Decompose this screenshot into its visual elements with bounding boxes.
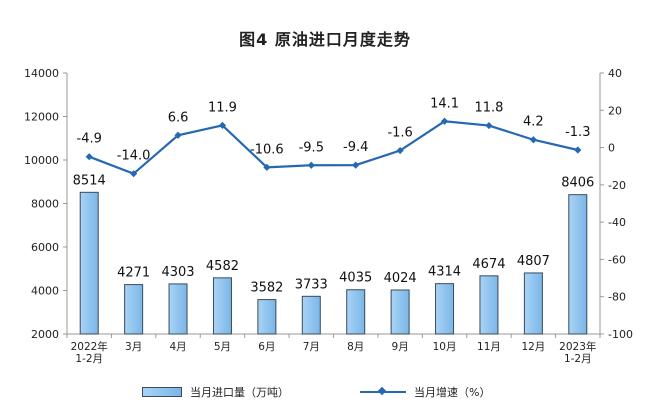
x-tick-label: 8月 bbox=[347, 341, 364, 353]
growth-value-label: -1.3 bbox=[565, 125, 590, 140]
growth-value-label: 11.9 bbox=[208, 100, 237, 115]
bar-value-label: 3582 bbox=[250, 281, 283, 296]
bar-value-label: 4314 bbox=[428, 265, 461, 280]
legend-line-label: 当月增速（%） bbox=[414, 386, 491, 399]
y-left-tick-label: 8000 bbox=[31, 198, 59, 211]
bar-value-label: 4024 bbox=[384, 271, 417, 286]
growth-value-label: -10.6 bbox=[250, 142, 284, 157]
bar-value-label: 4807 bbox=[517, 254, 550, 269]
x-tick-label: 3月 bbox=[125, 341, 142, 353]
growth-value-label: 14.1 bbox=[430, 96, 459, 111]
bar bbox=[124, 284, 144, 335]
growth-point-marker bbox=[85, 153, 93, 161]
bar bbox=[479, 275, 499, 335]
x-tick-label: 11月 bbox=[477, 341, 501, 353]
bar-series bbox=[79, 191, 588, 335]
bar bbox=[346, 289, 366, 335]
legend-line-swatch bbox=[360, 387, 406, 397]
axes-group: 2000 4000 6000 8000 10000 12000 14000 -100 -80 -6… bbox=[24, 67, 633, 365]
bar-value-label: 4035 bbox=[339, 271, 372, 286]
legend-bar-label: 当月进口量（万吨） bbox=[190, 386, 289, 399]
y-left-tick-label: 6000 bbox=[31, 241, 59, 254]
bar bbox=[435, 283, 455, 335]
growth-value-label: -9.5 bbox=[299, 140, 324, 155]
y-left-tick-label: 14000 bbox=[24, 67, 59, 80]
growth-value-label: 6.6 bbox=[168, 110, 189, 125]
growth-point-marker bbox=[485, 121, 493, 130]
growth-value-label: -4.9 bbox=[77, 132, 102, 147]
growth-line bbox=[88, 120, 579, 175]
x-tick-label: 1-2月 bbox=[75, 353, 103, 365]
y-right-tick-label: -40 bbox=[608, 216, 626, 229]
bar bbox=[212, 277, 232, 335]
growth-point-marker bbox=[130, 170, 138, 178]
growth-point-marker bbox=[218, 121, 227, 129]
x-tick-label: 9月 bbox=[392, 341, 409, 353]
bar bbox=[257, 299, 277, 335]
bar bbox=[390, 289, 410, 335]
bar-value-label: 8514 bbox=[73, 173, 106, 188]
line-series bbox=[85, 117, 582, 178]
legend-bar-swatch bbox=[142, 387, 182, 397]
y-left-tick-label: 2000 bbox=[31, 328, 59, 341]
y-right-tick-label: 0 bbox=[608, 142, 615, 155]
x-tick-label: 2023年 bbox=[559, 340, 596, 353]
y-right-tick-label: -60 bbox=[608, 253, 626, 266]
growth-value-label: -9.4 bbox=[343, 140, 368, 155]
growth-value-label: 11.8 bbox=[474, 101, 503, 116]
y-right-tick-label: 20 bbox=[608, 104, 622, 117]
growth-point-marker bbox=[574, 146, 582, 154]
y-left-tick-label: 4000 bbox=[31, 285, 59, 298]
bar-value-label: 4582 bbox=[206, 259, 239, 274]
x-tick-label: 12月 bbox=[521, 341, 545, 353]
growth-point-marker bbox=[440, 117, 449, 125]
bar-value-label: 3733 bbox=[295, 277, 328, 292]
y-right-tick-label: -80 bbox=[608, 291, 626, 304]
growth-point-marker bbox=[174, 131, 182, 139]
bar bbox=[568, 194, 588, 335]
x-tick-label: 1-2月 bbox=[564, 353, 592, 365]
data-labels: 8514 4271 4303 4582 3582 3733 4035 4024 4314 4674… bbox=[73, 96, 595, 295]
growth-value-label: -14.0 bbox=[117, 149, 151, 164]
y-right-tick-label: -20 bbox=[608, 179, 626, 192]
x-tick-label: 5月 bbox=[214, 341, 231, 353]
bar bbox=[168, 283, 188, 335]
x-tick-label: 4月 bbox=[169, 341, 186, 353]
bar-value-label: 4303 bbox=[161, 265, 194, 280]
growth-value-label: -1.6 bbox=[387, 126, 412, 141]
growth-value-label: 4.2 bbox=[523, 115, 544, 130]
chart-title: 图4 原油进口月度走势 bbox=[239, 30, 411, 49]
bar bbox=[79, 191, 99, 335]
growth-point-marker bbox=[263, 163, 271, 171]
bar-value-label: 4674 bbox=[472, 257, 505, 272]
x-tick-label: 10月 bbox=[433, 341, 457, 353]
growth-point-marker bbox=[529, 136, 537, 144]
growth-point-marker bbox=[396, 146, 404, 155]
bar-value-label: 8406 bbox=[561, 176, 594, 191]
x-tick-label: 7月 bbox=[303, 341, 320, 353]
growth-point-marker bbox=[307, 161, 315, 169]
legend-bar: 当月进口量（万吨） bbox=[142, 384, 289, 400]
growth-point-marker bbox=[352, 161, 360, 169]
y-left-tick-label: 10000 bbox=[24, 154, 59, 167]
y-right-tick-label: -100 bbox=[608, 328, 633, 341]
bar bbox=[523, 272, 543, 335]
x-tick-label: 2022年 bbox=[71, 340, 108, 353]
bar bbox=[301, 295, 321, 335]
x-tick-label: 6月 bbox=[258, 341, 275, 353]
y-left-tick-label: 12000 bbox=[24, 111, 59, 124]
legend-line: 当月增速（%） bbox=[360, 384, 490, 400]
y-right-tick-label: 40 bbox=[608, 67, 622, 80]
bar-value-label: 4271 bbox=[117, 266, 150, 281]
